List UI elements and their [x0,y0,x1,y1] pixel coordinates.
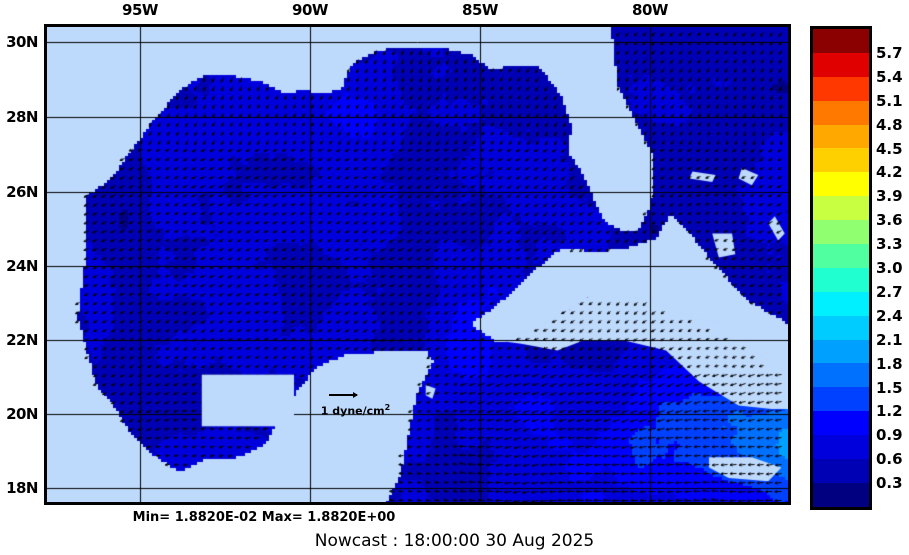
colorbar-band [813,172,869,197]
colorbar-band [813,315,869,340]
vector-key-label: 1 dyne/cm2 [320,403,391,418]
colorbar-tick: 1.5 [876,378,903,397]
colorbar-tick: 1.8 [876,354,903,373]
colorbar-tick: 3.0 [876,259,903,277]
x-axis-label-80w: 80W [632,1,668,19]
colorbar-band [813,52,869,77]
colorbar-tick: 3.9 [876,187,903,206]
vector-key-arrow-icon [329,392,358,398]
x-axis-label-85w: 85W [462,1,498,19]
y-axis-label-28n: 28N [6,108,38,126]
colorbar-tick: 5.4 [876,67,903,86]
colorbar-tick: 3.3 [876,235,903,254]
colorbar-band [813,339,869,364]
min-max-readout: Min= 1.8820E-02 Max= 1.8820E+00 [132,510,396,525]
map-raster [47,27,788,502]
vector-scale-key: 1 dyne/cm2 [303,386,408,422]
colorbar-band [813,482,869,507]
colorbar-band [813,220,869,245]
colorbar-tick: 4.8 [876,115,903,134]
y-axis-label-30n: 30N [6,33,38,51]
colorbar-band [813,387,869,412]
colorbar-tick: 1.2 [876,402,903,421]
colorbar-tick: 3.6 [876,211,903,230]
y-axis-label-18n: 18N [6,479,38,497]
colorbar-band [813,267,869,292]
colorbar-tick: 5.7 [876,43,903,62]
colorbar-tick: 2.4 [876,306,903,325]
colorbar-band [813,196,869,221]
y-axis-label-24n: 24N [6,257,38,275]
colorbar-tick: 0.6 [876,450,903,469]
y-axis-label-26n: 26N [6,183,38,201]
colorbar-tick: 5.1 [876,91,903,110]
colorbar-band [813,148,869,173]
nowcast-timestamp: Nowcast : 18:00:00 30 Aug 2025 [314,531,595,551]
colorbar-tick: 4.2 [876,163,903,182]
colorbar-band [813,76,869,101]
colorbar-tick: 2.1 [876,330,903,349]
colorbar-band [813,124,869,149]
y-axis-label-20n: 20N [6,405,38,423]
colorbar-band [813,363,869,388]
x-axis-label-95w: 95W [122,1,158,19]
x-axis-label-90w: 90W [292,1,328,19]
colorbar-tick: 0.9 [876,426,903,445]
colorbar-tick: 0.3 [876,474,903,493]
colorbar [810,26,872,510]
colorbar-band [813,100,869,125]
colorbar-band [813,459,869,483]
y-axis-label-22n: 22N [6,331,38,349]
colorbar-tick: 4.5 [876,139,903,158]
colorbar-band [813,244,869,268]
colorbar-tick-labels: 5.7 5.4 5.1 4.8 4.5 4.2 3.9 3.6 3.3 3.0 2.7 2.4 2.1 1… [876,26,909,510]
colorbar-band [813,435,869,460]
colorbar-band [813,29,869,53]
map-plot-area [44,24,791,505]
colorbar-band [813,291,869,316]
colorbar-tick: 2.7 [876,282,903,301]
colorbar-band [813,411,869,436]
